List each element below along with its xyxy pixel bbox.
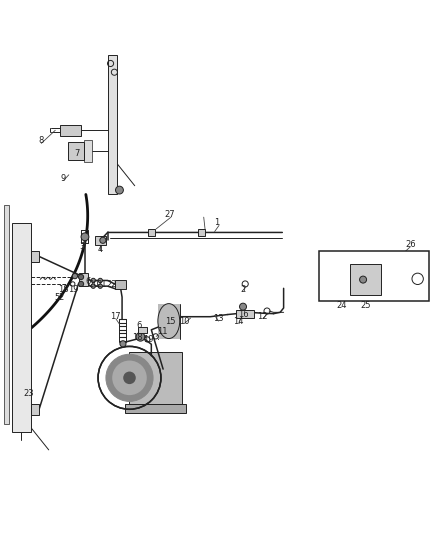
Circle shape [360,276,367,283]
Text: 26: 26 [406,240,417,249]
Bar [31,251,39,262]
Bar [31,404,39,415]
Circle shape [106,354,153,401]
Text: 15: 15 [165,317,175,326]
Text: 25: 25 [360,301,371,310]
Text: 21: 21 [97,280,107,289]
Bar [158,304,180,338]
Bar [237,310,254,318]
Text: 7: 7 [74,149,80,158]
Bar [138,327,147,333]
Text: 24: 24 [337,301,347,310]
Circle shape [81,233,89,241]
Bar [319,251,428,302]
Bar [95,236,106,245]
Circle shape [91,284,95,288]
Circle shape [100,237,106,244]
Circle shape [136,333,145,341]
Text: 6: 6 [136,321,141,330]
Text: 3: 3 [80,243,85,252]
Text: 11: 11 [157,327,167,336]
Bar [79,273,88,286]
Bar [148,229,155,236]
Text: 18: 18 [58,285,68,294]
Circle shape [98,284,102,288]
Text: 1: 1 [214,219,219,228]
Bar [4,205,9,424]
Text: 14: 14 [233,318,244,326]
Text: 23: 23 [23,389,34,398]
Circle shape [78,274,84,280]
Circle shape [116,186,124,194]
Text: 9: 9 [60,174,65,183]
Circle shape [240,303,247,310]
Text: 22: 22 [106,280,117,289]
Text: 16: 16 [238,310,248,319]
Circle shape [72,273,78,279]
Circle shape [120,341,126,347]
Circle shape [78,281,84,287]
Bar [84,140,92,161]
Circle shape [91,278,95,282]
Bar [68,142,84,159]
Text: 10: 10 [179,317,189,326]
Text: 20: 20 [88,280,99,289]
Text: 19: 19 [68,285,78,294]
Bar [125,404,186,413]
Text: 2: 2 [240,285,246,294]
Text: 8: 8 [38,136,43,146]
Text: 17: 17 [110,312,120,321]
Circle shape [98,278,102,282]
Circle shape [123,372,136,384]
Ellipse shape [158,304,180,338]
Bar [60,125,81,135]
Text: 5: 5 [55,293,60,302]
Bar [115,280,126,289]
Text: 6: 6 [85,277,90,286]
Text: 18: 18 [132,333,143,342]
Text: 4: 4 [98,245,103,254]
Bar [108,55,117,195]
Text: 27: 27 [165,211,175,220]
Circle shape [112,360,147,395]
Text: 19: 19 [143,335,153,344]
Bar [350,264,381,295]
Bar [130,352,182,404]
Text: 2: 2 [58,293,64,302]
Bar [12,223,31,432]
Bar [198,229,205,236]
Text: 12: 12 [258,312,268,321]
Text: 13: 13 [213,314,223,324]
